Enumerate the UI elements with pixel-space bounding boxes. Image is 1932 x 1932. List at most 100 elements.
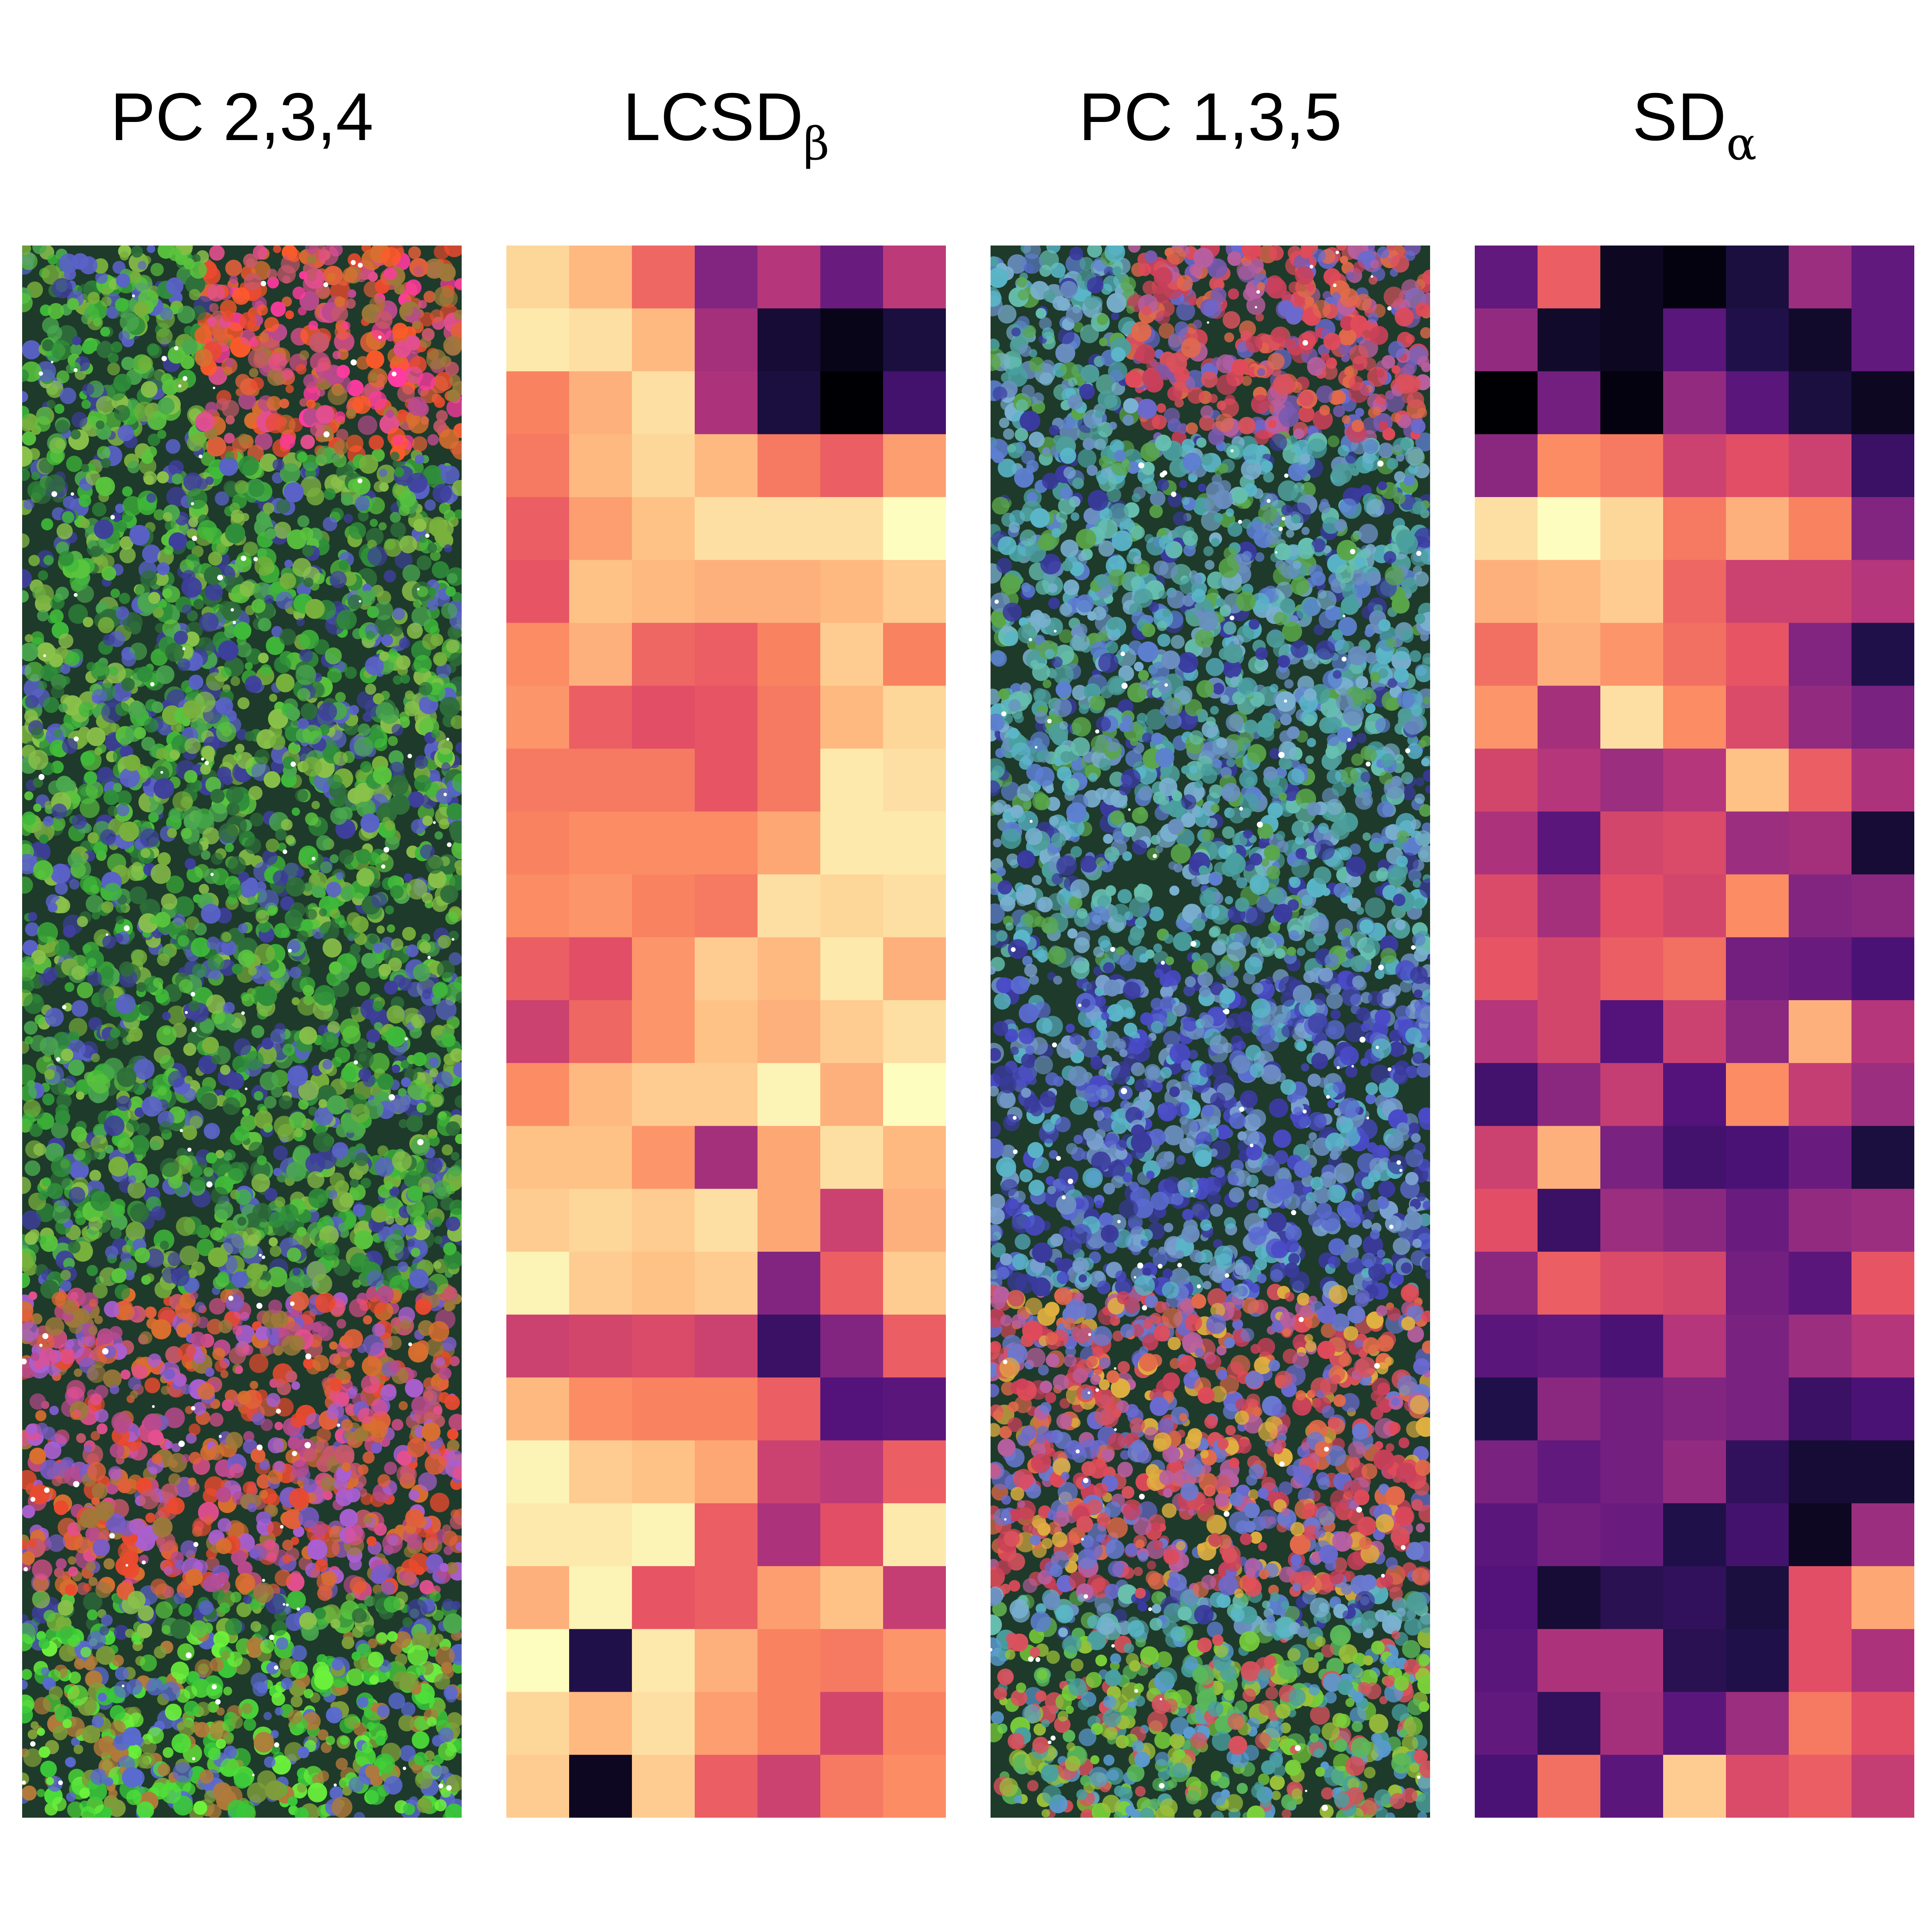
lcsd-cell <box>695 1251 758 1315</box>
sd-cell <box>1663 1566 1726 1629</box>
sd-cell <box>1852 1315 1914 1378</box>
lcsd-cell <box>820 1503 883 1567</box>
sd-cell <box>1789 434 1852 497</box>
sd-cell <box>1600 1754 1664 1818</box>
lcsd-cell <box>632 1440 695 1504</box>
lcsd-cell <box>758 560 821 623</box>
sd-cell <box>1600 560 1664 623</box>
lcsd-cell <box>506 685 570 749</box>
sd-cell <box>1538 937 1601 1001</box>
lcsd-cell <box>820 1251 883 1315</box>
sd-cell <box>1789 1440 1852 1504</box>
lcsd-cell <box>758 1126 821 1189</box>
lcsd-cell <box>506 1063 570 1126</box>
sd-cell <box>1538 1377 1601 1441</box>
lcsd-cell <box>569 1251 632 1315</box>
lcsd-cell <box>758 1440 821 1504</box>
sd-cell <box>1852 937 1914 1001</box>
panel-title-lcsd: LCSDβ <box>623 79 830 170</box>
sd-cell <box>1600 1251 1664 1315</box>
sd-cell <box>1475 1503 1538 1567</box>
sd-cell <box>1789 874 1852 938</box>
lcsd-cell <box>569 1377 632 1441</box>
sd-cell <box>1538 874 1601 938</box>
lcsd-cell <box>695 1315 758 1378</box>
lcsd-cell <box>883 937 946 1001</box>
sd-cell <box>1789 1566 1852 1629</box>
lcsd-cell <box>758 1189 821 1252</box>
lcsd-cell <box>695 874 758 938</box>
sd-cell <box>1789 1754 1852 1818</box>
sd-cell <box>1475 623 1538 686</box>
sd-cell <box>1852 1566 1914 1629</box>
lcsd-cell <box>632 1315 695 1378</box>
lcsd-cell <box>569 874 632 938</box>
sd-cell <box>1475 1754 1538 1818</box>
lcsd-cell <box>758 874 821 938</box>
sd-cell <box>1789 1377 1852 1441</box>
sd-cell <box>1600 1063 1664 1126</box>
sd-cell <box>1726 1503 1789 1567</box>
lcsd-cell <box>758 1251 821 1315</box>
sd-cell <box>1475 1126 1538 1189</box>
sd-cell <box>1475 1315 1538 1378</box>
lcsd-cell <box>569 1000 632 1063</box>
sd-cell <box>1600 1629 1664 1693</box>
lcsd-cell <box>506 1377 570 1441</box>
sd-cell <box>1726 685 1789 749</box>
lcsd-cell <box>758 685 821 749</box>
lcsd-cell <box>506 1692 570 1755</box>
sd-cell <box>1789 1692 1852 1755</box>
sd-cell <box>1663 748 1726 812</box>
lcsd-cell <box>506 1440 570 1504</box>
sd-cell <box>1600 308 1664 372</box>
lcsd-cell <box>632 685 695 749</box>
lcsd-cell <box>506 1251 570 1315</box>
sd-cell <box>1600 1692 1664 1755</box>
sd-cell <box>1789 1315 1852 1378</box>
lcsd-cell <box>569 371 632 435</box>
lcsd-cell <box>632 1251 695 1315</box>
lcsd-cell <box>883 811 946 875</box>
lcsd-cell <box>632 1503 695 1567</box>
sd-cell <box>1538 560 1601 623</box>
sd-cell <box>1475 1629 1538 1693</box>
lcsd-cell <box>820 937 883 1001</box>
sd-cell <box>1726 937 1789 1001</box>
sd-cell <box>1663 1377 1726 1441</box>
sd-cell <box>1600 1000 1664 1063</box>
panel-pc135: PC 1,3,5 <box>991 0 1430 1932</box>
sd-cell <box>1538 811 1601 875</box>
pc135-composite-image <box>991 246 1430 1818</box>
lcsd-cell <box>695 1189 758 1252</box>
lcsd-cell <box>883 308 946 372</box>
lcsd-cell <box>632 623 695 686</box>
lcsd-cell <box>695 1063 758 1126</box>
sd-cell <box>1852 1692 1914 1755</box>
sd-cell <box>1475 874 1538 938</box>
sd-cell <box>1726 748 1789 812</box>
sd-cell <box>1852 434 1914 497</box>
lcsd-cell <box>758 1692 821 1755</box>
lcsd-cell <box>632 1063 695 1126</box>
lcsd-cell <box>758 1754 821 1818</box>
sd-cell <box>1852 560 1914 623</box>
sd-cell <box>1789 937 1852 1001</box>
sd-cell <box>1600 1503 1664 1567</box>
sd-cell <box>1852 246 1914 309</box>
sd-cell <box>1475 371 1538 435</box>
sd-cell <box>1789 1189 1852 1252</box>
lcsd-cell <box>569 685 632 749</box>
lcsd-cell <box>695 1440 758 1504</box>
lcsd-cell <box>820 685 883 749</box>
sd-cell <box>1789 623 1852 686</box>
sd-cell <box>1789 497 1852 560</box>
lcsd-cell <box>506 1629 570 1693</box>
lcsd-cell <box>695 623 758 686</box>
lcsd-cell <box>758 811 821 875</box>
lcsd-cell <box>695 1754 758 1818</box>
sd-cell <box>1600 685 1664 749</box>
sd-cell <box>1663 308 1726 372</box>
sd-cell <box>1726 1251 1789 1315</box>
sd-cell <box>1538 1629 1601 1693</box>
